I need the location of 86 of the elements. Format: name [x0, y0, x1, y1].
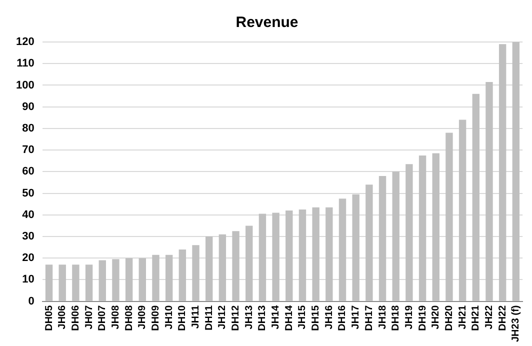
bar [98, 260, 106, 301]
bar [338, 198, 346, 301]
x-tick-label: DH18 [390, 304, 402, 331]
x-tick-label: DH16 [337, 304, 348, 331]
bar [458, 120, 466, 301]
x-tick-label: DH12 [230, 304, 242, 331]
chart-title: Revenue [236, 14, 298, 32]
bar [286, 210, 293, 301]
bar [206, 236, 213, 301]
bar [165, 254, 173, 301]
bar [392, 172, 400, 301]
bar [512, 42, 520, 301]
x-tick-label: DH09 [150, 304, 162, 331]
y-tick-label: 0 [28, 295, 34, 308]
bar [232, 231, 240, 301]
bar [272, 212, 280, 301]
bar [72, 264, 80, 301]
x-tick-label: JH17 [350, 304, 362, 330]
x-tick-label: DH10 [177, 304, 188, 331]
x-tick-label: JH07 [84, 304, 95, 330]
bar [258, 214, 266, 301]
x-tick-label: JH15 [297, 304, 308, 330]
bar [406, 164, 413, 301]
x-tick-label: DH13 [257, 304, 268, 331]
x-tick-label: JH08 [110, 304, 122, 330]
bar [192, 245, 200, 301]
bar [298, 209, 306, 301]
bar [125, 258, 133, 301]
bar [352, 194, 360, 301]
y-tick-label: 10 [22, 274, 34, 286]
y-tick-label: 100 [16, 79, 34, 92]
x-tick-label: DH08 [124, 304, 135, 331]
bar [152, 254, 160, 301]
bar [326, 207, 333, 301]
x-tick-label: JH21 [457, 304, 468, 330]
bar [178, 249, 186, 301]
bar [138, 258, 146, 301]
bar [418, 155, 426, 301]
x-tick-label: DH20 [444, 304, 455, 331]
x-tick-label: JH19 [404, 304, 415, 330]
y-tick-label: 40 [22, 208, 34, 221]
x-tick-label: JH11 [190, 304, 202, 329]
bar [486, 82, 493, 301]
x-tick-label: JH22 [484, 304, 495, 330]
x-tick-label: DH11 [204, 304, 215, 330]
x-tick-label: JH16 [324, 304, 335, 330]
x-tick-label: DH17 [364, 304, 375, 331]
bar [432, 153, 440, 301]
bar [498, 44, 506, 301]
bar [85, 264, 93, 301]
bar [312, 207, 320, 301]
bar [366, 184, 373, 301]
bar [446, 132, 453, 301]
x-tick-label: JH18 [377, 304, 388, 330]
x-tick-label: JH14 [270, 304, 282, 330]
x-tick-label: JH10 [164, 304, 175, 330]
x-tick-label: DH07 [97, 304, 108, 331]
bar [112, 259, 120, 301]
x-tick-label: DH21 [470, 304, 482, 331]
bar [378, 176, 386, 301]
y-tick-label: 80 [22, 122, 34, 134]
x-tick-label: DH06 [70, 304, 82, 331]
x-tick-label: DH05 [44, 304, 55, 331]
bar [472, 94, 480, 301]
x-tick-label: DH15 [310, 304, 322, 331]
x-tick-label: DH22 [497, 304, 508, 331]
x-tick-label: JH13 [244, 304, 255, 330]
x-tick-label: JH09 [137, 304, 148, 330]
x-tick-label: JH06 [57, 304, 68, 330]
x-tick-label: JH23 (f) [510, 305, 522, 342]
bar [218, 234, 226, 301]
bar [45, 264, 53, 301]
x-tick-label: JH20 [430, 304, 442, 330]
x-tick-label: DH14 [284, 304, 295, 331]
y-tick-label: 120 [16, 36, 34, 48]
bar [58, 264, 66, 301]
y-tick-label: 70 [22, 144, 34, 156]
y-tick-label: 110 [16, 58, 34, 70]
bar [246, 226, 253, 301]
y-tick-label: 20 [22, 252, 34, 264]
y-tick-label: 30 [22, 230, 34, 243]
y-tick-label: 90 [22, 100, 34, 113]
y-tick-label: 50 [22, 187, 34, 200]
y-tick-label: 60 [22, 166, 34, 178]
x-tick-label: DH19 [417, 304, 428, 331]
x-tick-label: JH12 [217, 304, 228, 330]
